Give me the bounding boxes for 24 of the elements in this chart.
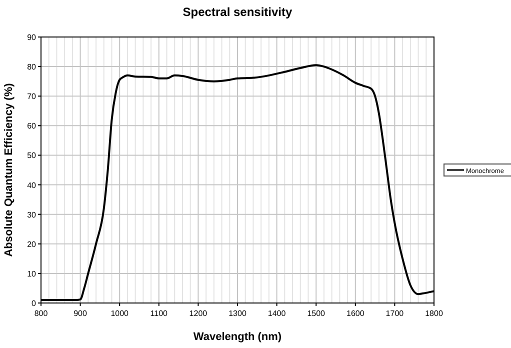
chart-title: Spectral sensitivity bbox=[182, 5, 293, 19]
x-tick-label: 1800 bbox=[425, 309, 444, 318]
x-tick-label: 1600 bbox=[346, 309, 365, 318]
x-tick-label: 1700 bbox=[386, 309, 404, 318]
y-tick-label: 60 bbox=[27, 122, 37, 131]
x-tick-label: 1300 bbox=[228, 309, 247, 318]
y-tick-label: 0 bbox=[32, 299, 37, 308]
y-tick-label: 70 bbox=[27, 92, 37, 102]
y-tick-label: 50 bbox=[27, 151, 37, 160]
x-axis-title: Wavelength (nm) bbox=[193, 331, 282, 343]
y-tick-label: 30 bbox=[27, 210, 37, 220]
y-tick-label: 80 bbox=[27, 62, 37, 72]
y-axis-title: Absolute Quantum Efficiency (%) bbox=[3, 82, 15, 257]
x-tick-label: 1000 bbox=[110, 309, 130, 318]
y-tick-label: 20 bbox=[27, 240, 37, 249]
x-tick-label: 1400 bbox=[268, 309, 286, 318]
x-tick-label: 1500 bbox=[307, 309, 326, 318]
y-tick-label: 10 bbox=[27, 269, 37, 278]
x-tick-label: 1100 bbox=[150, 309, 168, 318]
y-tick-label: 40 bbox=[27, 180, 37, 190]
x-tick-label: 800 bbox=[34, 309, 48, 318]
x-tick-label: 1200 bbox=[189, 309, 208, 318]
y-tick-label: 90 bbox=[27, 33, 37, 42]
x-tick-label: 900 bbox=[74, 309, 88, 318]
